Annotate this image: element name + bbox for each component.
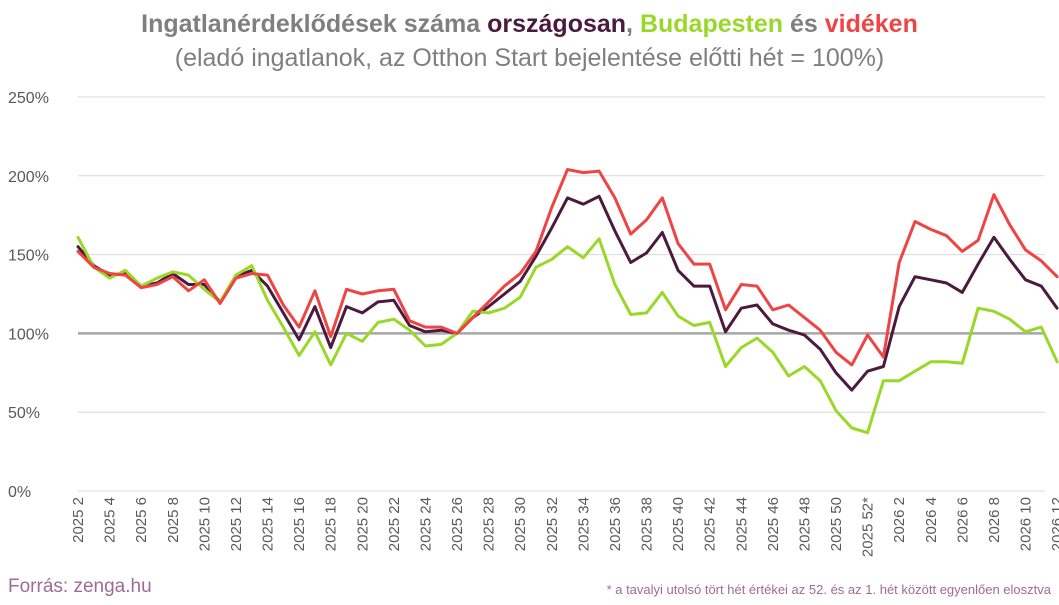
y-tick-label: 250%	[8, 90, 49, 107]
x-tick-label: 2025 22	[386, 497, 403, 551]
y-tick-label: 50%	[8, 405, 40, 422]
x-tick-label: 2025 14	[260, 497, 277, 551]
x-tick-label: 2026 2	[891, 497, 908, 543]
y-tick-label: 200%	[8, 169, 49, 186]
x-tick-label: 2025 52*	[860, 497, 877, 557]
y-tick-label: 100%	[8, 326, 49, 343]
x-tick-label: 2025 44	[733, 497, 750, 551]
title-budapesten: Budapesten	[639, 10, 784, 38]
x-tick-label: 2025 4	[102, 497, 119, 543]
y-tick-label: 0%	[8, 484, 31, 501]
x-tick-label: 2025 46	[765, 497, 782, 551]
x-tick-label: 2026 8	[986, 497, 1003, 543]
x-tick-label: 2026 4	[923, 497, 940, 543]
x-tick-label: 2025 24	[417, 497, 434, 551]
x-tick-label: 2025 40	[670, 497, 687, 551]
y-tick-label: 150%	[8, 248, 49, 265]
x-tick-label: 2025 36	[607, 497, 624, 551]
x-tick-label: 2025 20	[354, 497, 371, 551]
x-tick-label: 2025 16	[291, 497, 308, 551]
chart-subtitle: (eladó ingatlanok, az Otthon Start bejel…	[174, 44, 885, 72]
title-part1: Ingatlanérdeklődések száma	[141, 10, 488, 38]
y-axis: 0% 50% 100% 150% 200% 250%	[8, 90, 49, 501]
x-tick-label: 2025 48	[796, 497, 813, 551]
x-tick-label: 2025 32	[544, 497, 561, 551]
x-tick-label: 2025 10	[196, 497, 213, 551]
series-line	[76, 235, 1059, 435]
x-tick-label: 2025 34	[575, 497, 592, 551]
x-tick-label: 2026 6	[954, 497, 971, 543]
x-tick-label: 2026 10	[1018, 497, 1035, 551]
x-tick-label: 2025 28	[481, 497, 498, 551]
footnote: * a tavalyi utolsó tört hét értékei az 5…	[606, 582, 1051, 597]
x-tick-label: 2025 8	[165, 497, 182, 543]
x-tick-label: 2025 6	[133, 497, 150, 543]
x-tick-label: 2026 12	[1049, 497, 1059, 551]
source-note: Forrás: zenga.hu	[8, 576, 152, 597]
x-tick-label: 2025 2	[70, 497, 87, 543]
x-tick-label: 2025 42	[702, 497, 719, 551]
x-tick-label: 2025 30	[512, 497, 529, 551]
x-tick-label: 2025 26	[449, 497, 466, 551]
x-tick-label: 2025 38	[639, 497, 656, 551]
x-tick-label: 2025 18	[323, 497, 340, 551]
title-comma: ,	[626, 10, 640, 38]
series-group	[76, 168, 1059, 435]
title-orszagosan: országosan	[487, 10, 627, 38]
x-tick-label: 2025 50	[828, 497, 845, 551]
chart-title: Ingatlanérdeklődések száma országosan, B…	[0, 10, 1059, 39]
x-axis: 2025 2 2025 4 2025 6 2025 8 2025 10 2025 12 20…	[70, 497, 1059, 557]
title-videken: vidéken	[824, 10, 918, 38]
series-line	[76, 168, 1059, 367]
x-tick-label: 2025 12	[228, 497, 245, 551]
series-line	[76, 194, 1059, 392]
title-es: és	[783, 10, 825, 38]
